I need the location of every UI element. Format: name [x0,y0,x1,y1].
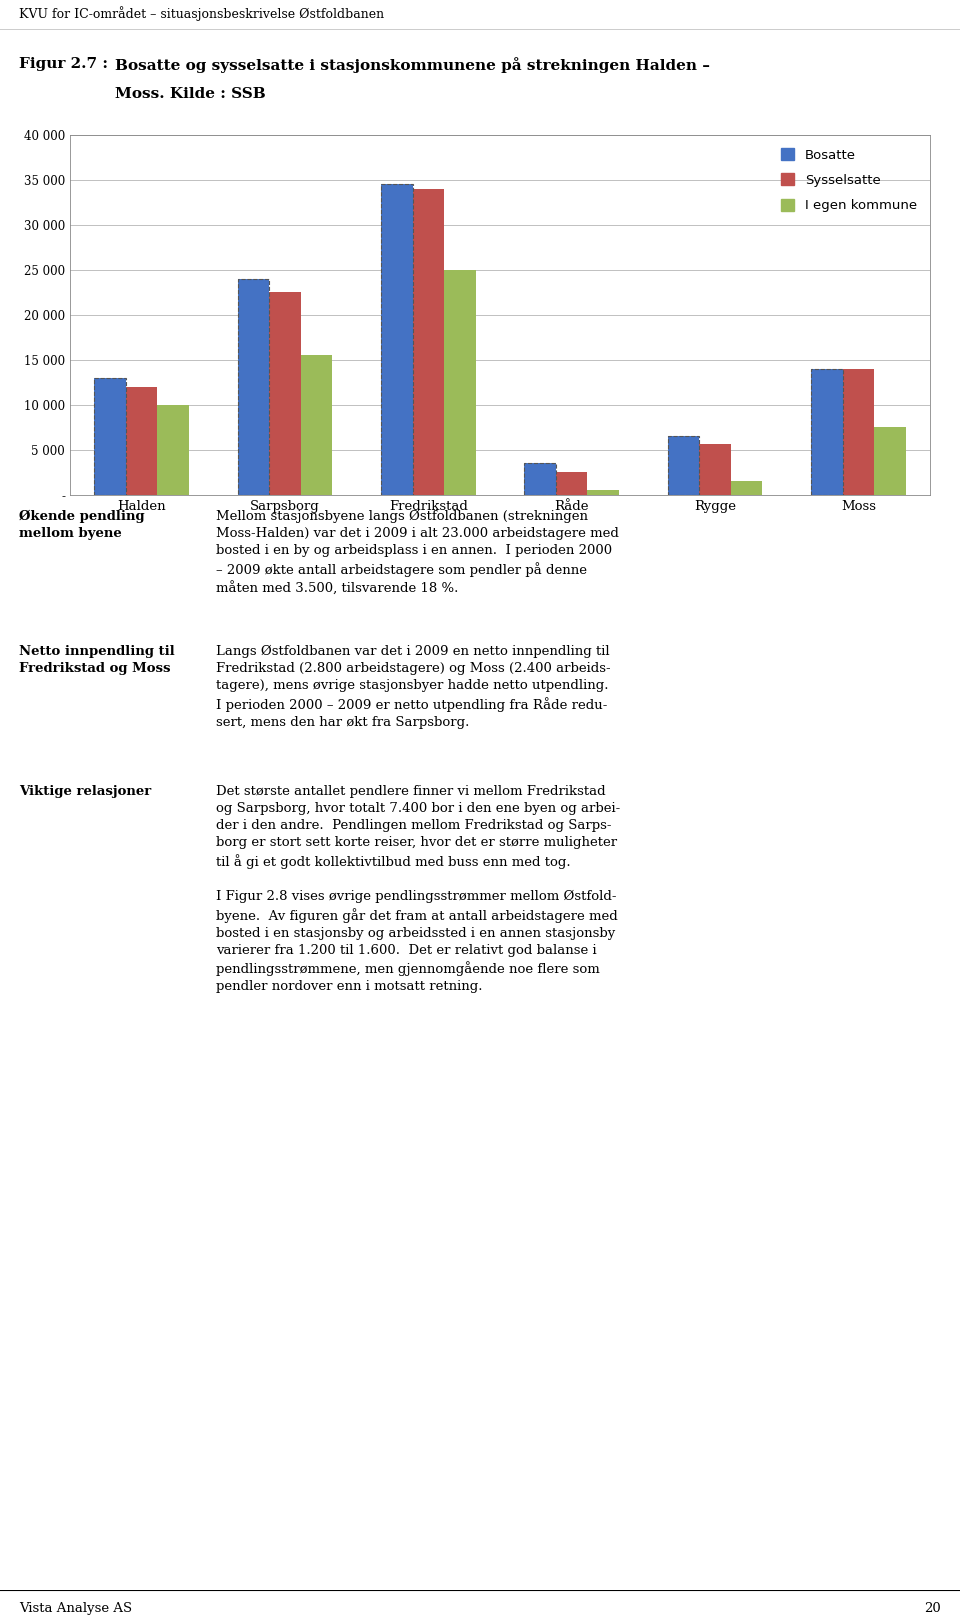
Text: Langs Østfoldbanen var det i 2009 en netto innpendling til
Fredrikstad (2.800 ar: Langs Østfoldbanen var det i 2009 en net… [216,645,611,729]
Text: Moss. Kilde : SSB: Moss. Kilde : SSB [115,87,266,100]
Bar [157,404,189,495]
Bar [300,356,332,495]
Text: Mellom stasjonsbyene langs Østfoldbanen (strekningen
Moss-Halden) var det i 2009: Mellom stasjonsbyene langs Østfoldbanen … [216,509,619,595]
Bar [524,464,556,495]
Bar [238,280,269,495]
Text: Økende pendling
mellom byene: Økende pendling mellom byene [19,509,145,540]
Text: 20: 20 [924,1602,941,1615]
Bar [875,427,905,495]
Bar [699,443,731,495]
Bar [381,184,413,495]
Bar [94,378,126,495]
Bar [444,270,475,495]
Bar [524,464,556,495]
Bar [238,280,269,495]
Bar [668,437,699,495]
Bar [731,482,762,495]
Text: Netto innpendling til
Fredrikstad og Moss: Netto innpendling til Fredrikstad og Mos… [19,645,175,674]
Bar [668,437,699,495]
Text: Viktige relasjoner: Viktige relasjoner [19,784,152,799]
Bar [94,378,126,495]
Bar [811,369,843,495]
Text: Vista Analyse AS: Vista Analyse AS [19,1602,132,1615]
Text: Det største antallet pendlere finner vi mellom Fredrikstad
og Sarpsborg, hvor to: Det største antallet pendlere finner vi … [216,784,620,993]
Text: Bosatte og sysselsatte i stasjonskommunene på strekningen Halden –: Bosatte og sysselsatte i stasjonskommune… [115,57,710,73]
Text: Figur 2.7 :: Figur 2.7 : [19,57,108,71]
Text: KVU for IC-området – situasjonsbeskrivelse Østfoldbanen: KVU for IC-området – situasjonsbeskrivel… [19,6,384,21]
Legend: Bosatte, Sysselsatte, I egen kommune: Bosatte, Sysselsatte, I egen kommune [775,142,924,218]
Bar [843,369,875,495]
Bar [381,184,413,495]
Bar [811,369,843,495]
Bar [126,386,157,495]
Bar [413,189,444,495]
Bar [588,490,619,495]
Bar [269,293,300,495]
Bar [556,472,588,495]
